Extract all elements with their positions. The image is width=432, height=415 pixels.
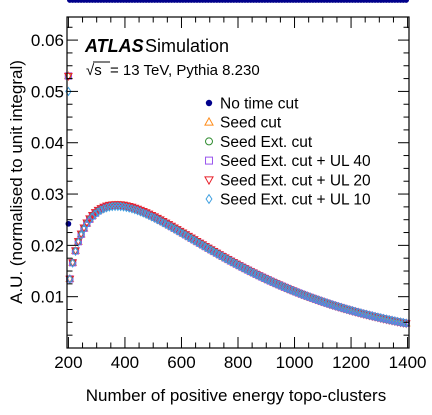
- axis-tick-labels: 200 400 600 800 1000 1200 1400 0.01 0.02 0.03 0.04…: [31, 31, 427, 372]
- data-point: [75, 237, 82, 248]
- data-point: [103, 202, 110, 213]
- y-tick-label: 0.06: [31, 31, 64, 50]
- axis-ticks: [67, 17, 409, 348]
- data-point: [92, 209, 99, 219]
- data-point: [100, 203, 107, 214]
- x-tick-label: 600: [167, 353, 195, 372]
- legend-marker: [205, 193, 213, 205]
- energy-label: = 13 TeV, Pythia 8.230: [110, 62, 260, 79]
- legend-marker: [205, 137, 213, 146]
- legend-label: Seed Ext. cut + UL 20: [220, 172, 371, 189]
- x-tick-label: 200: [54, 353, 82, 372]
- data-point: [66, 274, 74, 284]
- x-tick-label: 1200: [332, 353, 370, 372]
- data-point: [403, 0, 410, 3]
- legend-label: Seed Ext. cut + UL 10: [220, 192, 371, 209]
- y-tick-label: 0.04: [31, 134, 64, 153]
- legend: No time cut Seed cut Seed Ext. cut Seed Ext…: [204, 96, 371, 209]
- data-point: [77, 230, 85, 240]
- legend-label: No time cut: [220, 96, 299, 113]
- data-point: [72, 246, 79, 257]
- y-tick-label: 0.02: [31, 236, 64, 255]
- data-point: [111, 201, 119, 212]
- data-point: [94, 207, 102, 217]
- x-tick-label: 800: [224, 353, 252, 372]
- legend-label: Seed cut: [220, 115, 282, 132]
- data-point: [106, 202, 113, 212]
- y-tick-label: 0.05: [31, 82, 64, 101]
- x-axis-label: Number of positive energy topo-clusters: [86, 386, 386, 405]
- atlas-subtitle: Simulation: [145, 36, 229, 56]
- x-tick-label: 400: [111, 353, 139, 372]
- legend-marker: [204, 176, 214, 186]
- plot-markers: [63, 0, 411, 329]
- series-seed-ext-cut-ul-10: [65, 86, 410, 328]
- atlas-brand: ATLAS: [84, 36, 144, 56]
- series-no-time-cut: [65, 0, 410, 227]
- legend-marker: [204, 116, 214, 126]
- legend-label: Seed Ext. cut: [220, 134, 313, 151]
- legend-marker: [205, 156, 213, 165]
- data-point: [97, 205, 105, 215]
- y-axis-label: A.U. (normalised to unit integral): [7, 60, 26, 304]
- data-point: [80, 224, 88, 234]
- legend-marker: [205, 99, 213, 107]
- legend-label: Seed Ext. cut + UL 40: [220, 153, 371, 170]
- data-point: [69, 258, 76, 268]
- data-point: [109, 201, 116, 212]
- y-tick-label: 0.01: [31, 288, 64, 307]
- x-tick-label: 1000: [276, 353, 314, 372]
- x-tick-label: 1400: [389, 353, 427, 372]
- sqrt-s-label: √s: [86, 62, 102, 79]
- y-tick-label: 0.03: [31, 185, 64, 204]
- atlas-header: ATLAS Simulation √s = 13 TeV, Pythia 8.2…: [84, 36, 260, 79]
